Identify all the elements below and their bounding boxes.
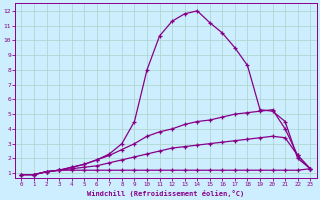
X-axis label: Windchill (Refroidissement éolien,°C): Windchill (Refroidissement éolien,°C): [87, 190, 244, 197]
